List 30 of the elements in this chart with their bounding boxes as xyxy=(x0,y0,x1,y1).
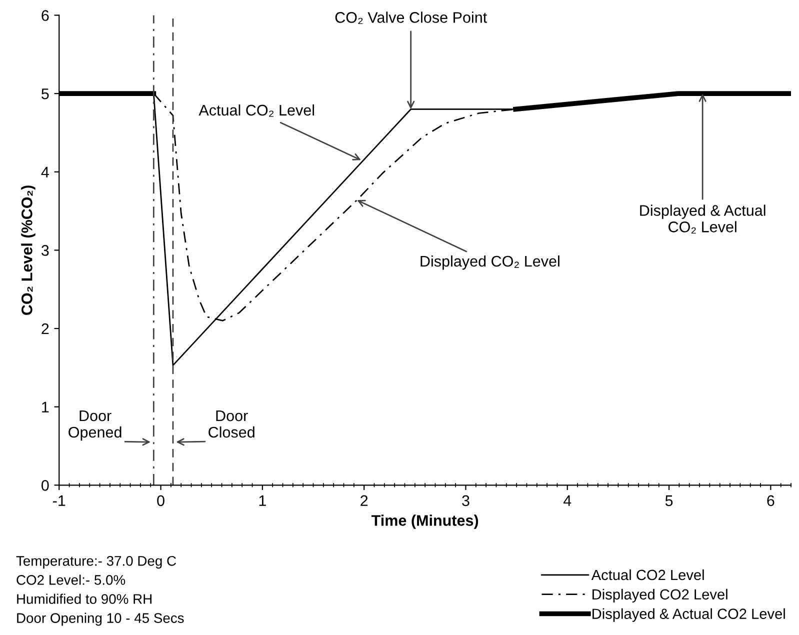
y-tick-label: 5 xyxy=(42,88,49,100)
y-tick-label: 0 xyxy=(42,480,49,491)
x-tick-label: 3 xyxy=(462,495,470,506)
y-tick-label: 1 xyxy=(42,402,49,412)
x-tick-label: 2 xyxy=(360,495,368,506)
text: Humidified to 90% RH xyxy=(17,594,152,604)
annotation: Displayed CO₂ Level xyxy=(420,255,560,270)
annotation: Door Closed xyxy=(208,410,254,438)
annotation: CO₂ Valve Close Point xyxy=(335,12,488,24)
x-tick-label: -1 xyxy=(53,495,66,506)
y-tick-label: 6 xyxy=(42,10,49,21)
x-tick-label: 5 xyxy=(665,495,673,506)
annotation: Actual CO₂ Level xyxy=(198,104,314,117)
text: CO2 Level:- 5.0% xyxy=(16,574,126,585)
y-tick-label: 4 xyxy=(41,166,49,178)
x-tick-label: 4 xyxy=(563,495,572,506)
x-tick-label: 1 xyxy=(259,495,266,506)
y-axis-title: CO₂ Level (%CO₂) xyxy=(21,186,36,315)
x-axis-title: Time (Minutes) xyxy=(371,514,478,529)
legend-label: Displayed & Actual CO2 Level xyxy=(592,608,785,622)
annotation: Displayed & Actual CO₂ Level xyxy=(640,204,766,234)
x-tick-label: 0 xyxy=(157,495,164,506)
text: Temperature:- 37.0 Deg C xyxy=(16,556,176,569)
y-tick-label: 3 xyxy=(41,245,49,256)
legend-label: Displayed CO2 Level xyxy=(592,588,728,602)
x-tick-label: 6 xyxy=(767,495,774,506)
text: Door Opening 10 - 45 Secs xyxy=(17,612,184,626)
legend-label: Actual CO2 Level xyxy=(591,569,704,580)
y-tick-label: 2 xyxy=(42,323,49,334)
annotation: Door Opened xyxy=(68,410,122,441)
